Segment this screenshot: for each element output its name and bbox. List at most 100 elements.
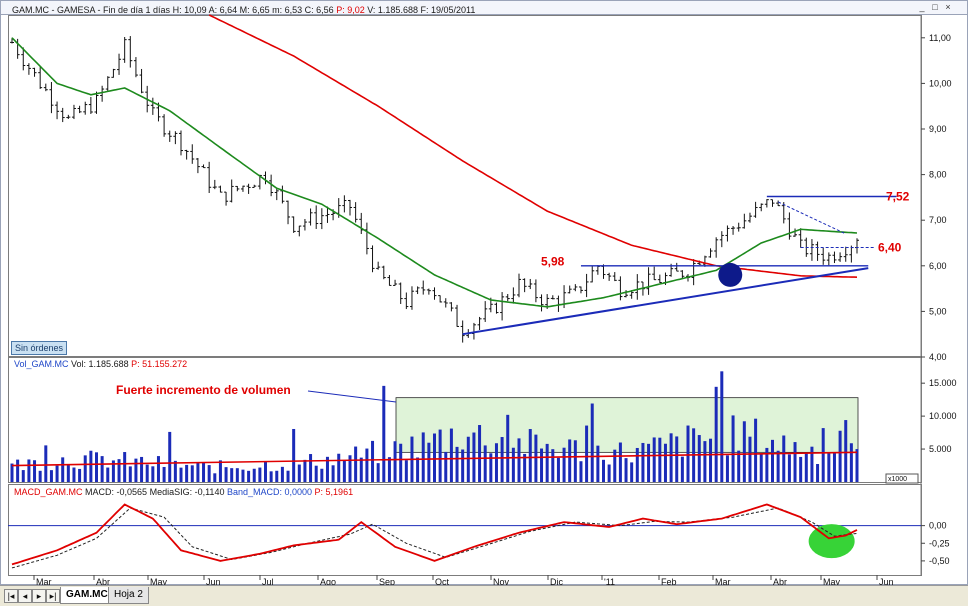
volume-bar xyxy=(89,450,93,482)
volume-bar xyxy=(449,428,453,482)
header-ohlc: H: 10,09 A: 6,64 M: 6,65 m: 6,53 C: 6,56 xyxy=(172,5,334,15)
long-ma-line xyxy=(208,14,858,278)
volume-bar xyxy=(461,449,465,482)
volume-bar xyxy=(264,461,267,482)
volume-bar xyxy=(528,429,532,482)
volume-bar xyxy=(21,470,25,482)
macd-legend-signal: MediaSIG: -0,1140 xyxy=(149,487,225,497)
volume-tick-label-0: 15.000 xyxy=(929,378,957,388)
annotation-640: 6,40 xyxy=(878,241,902,255)
macd-tick-label-0: 0,00 xyxy=(929,521,947,531)
volume-bar xyxy=(647,443,651,482)
prev-sheet-button[interactable]: ◂ xyxy=(18,589,32,603)
volume-bar xyxy=(433,433,436,482)
volume-unit-label: x1000 xyxy=(888,476,907,483)
next-sheet-button[interactable]: ▸ xyxy=(32,589,46,603)
last-sheet-button[interactable]: ▸| xyxy=(46,589,60,603)
volume-bar xyxy=(224,467,228,482)
price-tick-label-3: 8,00 xyxy=(929,170,947,180)
volume-bar xyxy=(49,470,53,482)
volume-bar xyxy=(472,432,476,482)
volume-bar xyxy=(269,471,273,482)
month-label-14: May xyxy=(823,577,841,587)
tab-gam-mc[interactable]: GAM.MC xyxy=(60,587,114,604)
annotation-752: 7,52 xyxy=(886,189,910,203)
volume-bar xyxy=(455,446,459,482)
volume-bar xyxy=(466,436,470,482)
volume-bar xyxy=(844,420,848,482)
volume-bar xyxy=(731,415,735,482)
volume-bar xyxy=(568,439,572,482)
volume-bar xyxy=(754,418,758,482)
tab-hoja-2[interactable]: Hoja 2 xyxy=(108,587,149,604)
volume-legend-vol: Vol: 1.185.688 xyxy=(71,359,129,369)
volume-bar xyxy=(387,457,391,482)
first-sheet-button[interactable]: |◂ xyxy=(4,589,18,603)
volume-bar xyxy=(573,440,577,482)
volume-bar xyxy=(714,386,718,482)
volume-bar xyxy=(737,450,741,482)
volume-bar xyxy=(365,448,369,482)
volume-bar xyxy=(156,456,160,482)
volume-bar xyxy=(483,445,487,482)
volume-bar xyxy=(821,428,825,482)
volume-bar xyxy=(849,443,853,482)
volume-bar xyxy=(179,467,183,482)
volume-bar xyxy=(241,469,245,482)
volume-bar xyxy=(33,460,37,482)
volume-legend-p: P: 51.155.272 xyxy=(131,359,188,369)
volume-bar xyxy=(275,470,279,482)
volume-bar xyxy=(309,454,313,482)
volume-bar xyxy=(832,452,836,482)
volume-annotation: Fuerte incremento de volumen xyxy=(116,383,291,397)
macd-legend-band: Band_MACD: 0,0000 xyxy=(226,487,313,497)
volume-bar xyxy=(720,371,724,482)
volume-annotation-pointer xyxy=(307,390,397,403)
window-frame xyxy=(0,0,968,585)
volume-bar xyxy=(709,438,713,482)
volume-bar xyxy=(190,465,194,482)
volume-bar xyxy=(478,425,482,482)
volume-bar xyxy=(771,439,774,482)
volume-bar xyxy=(280,466,284,482)
macd-tick-label-2: -0,50 xyxy=(929,556,950,566)
volume-bar xyxy=(151,466,155,482)
volume-bar xyxy=(286,470,290,482)
volume-bar xyxy=(66,464,70,482)
month-label-5: Ago xyxy=(320,577,336,587)
volume-bar xyxy=(804,453,808,482)
month-label-3: Jun xyxy=(206,577,221,587)
volume-bar xyxy=(652,437,656,482)
volume-bar xyxy=(427,442,431,482)
close-button[interactable]: × xyxy=(945,2,951,12)
maximize-button[interactable]: □ xyxy=(932,2,938,12)
month-label-12: Mar xyxy=(715,577,731,587)
volume-bar xyxy=(303,459,307,482)
volume-bar xyxy=(782,435,786,482)
volume-bar xyxy=(748,436,752,482)
month-label-7: Oct xyxy=(435,577,450,587)
volume-bar xyxy=(444,451,448,482)
volume-bar xyxy=(173,460,177,482)
volume-bar xyxy=(202,462,206,482)
volume-bar xyxy=(55,465,59,482)
volume-bar xyxy=(145,464,149,482)
volume-bar xyxy=(725,455,729,482)
status-badge: Sin órdenes xyxy=(11,341,68,355)
volume-bar xyxy=(404,460,408,482)
price-tick-label-6: 5,00 xyxy=(929,306,947,316)
header-volume-date: V: 1.185.688 F: 19/05/2011 xyxy=(367,5,476,15)
volume-bar xyxy=(38,470,42,482)
volume-bar xyxy=(314,465,318,482)
medium-ma-line xyxy=(11,37,858,308)
price-tick-label-1: 10,00 xyxy=(929,78,952,88)
volume-bar xyxy=(111,460,115,482)
price-tick-label-4: 7,00 xyxy=(929,215,947,225)
volume-bar xyxy=(787,454,791,482)
minimize-button[interactable]: _ xyxy=(919,2,925,12)
volume-bar xyxy=(140,456,144,482)
volume-bar xyxy=(185,464,189,482)
volume-bar xyxy=(680,456,684,482)
volume-bar xyxy=(816,464,820,482)
